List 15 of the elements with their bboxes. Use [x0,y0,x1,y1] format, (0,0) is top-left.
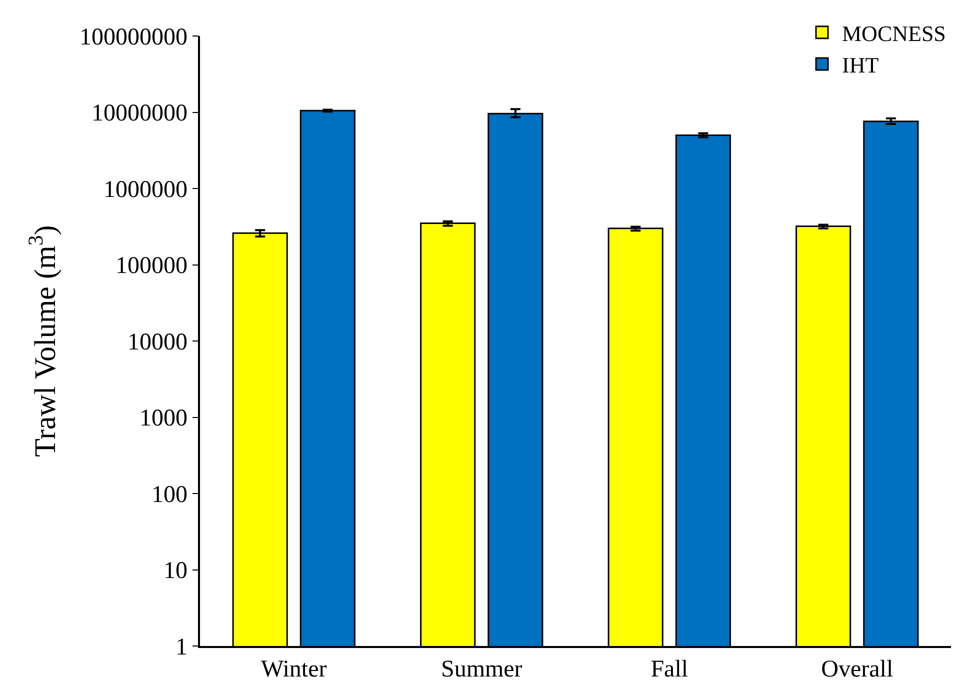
y-tick-label: 1 [175,634,188,660]
y-tick-label: 100000 [115,253,188,280]
x-tick-label: Overall [821,656,894,683]
legend-label: MOCNESS [842,20,946,46]
y-tick-label: 100000000 [79,24,188,50]
y-tick-label: 1000 [139,406,188,432]
x-tick-label: Winter [261,656,327,683]
y-tick-label: 1000000 [103,176,188,203]
y-tick-label: 10000000 [91,100,188,127]
y-tick-label: 100 [151,482,188,508]
y-tick-label: 10000 [127,329,188,356]
legend-label: IHT [842,52,880,78]
x-tick-label: Summer [440,656,522,683]
x-tick-label: Fall [650,656,688,683]
y-tick-label: 10 [163,558,188,584]
